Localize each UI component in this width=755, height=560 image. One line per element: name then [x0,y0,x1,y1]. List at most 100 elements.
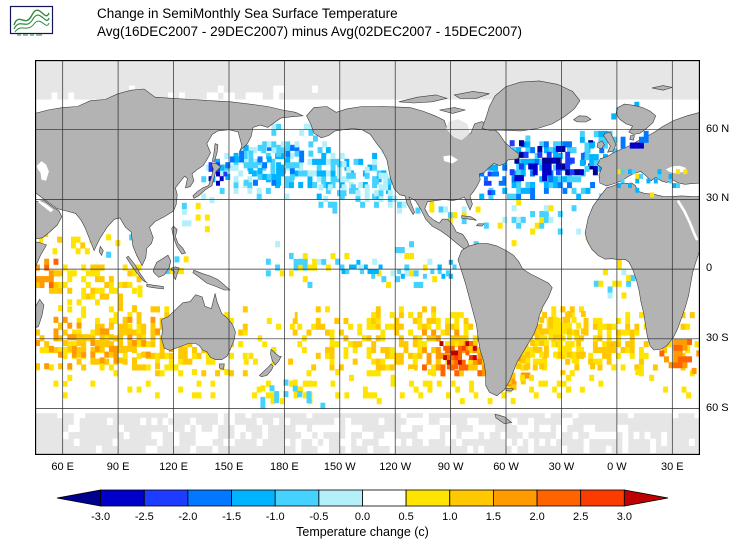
land-cuba [461,215,477,221]
colorbar-tick-label: -0.5 [309,511,328,523]
lon-tick-label: 60 W [493,461,519,473]
sea-red-sea [676,199,699,241]
land-arctic-islands-c [439,107,466,114]
land-scandinavia [615,103,657,135]
map-border [35,60,700,455]
colorbar-tick-label: 1.0 [442,511,457,523]
lat-tick-label: 60 N [706,122,730,135]
lon-tick-label: 150 E [214,461,244,473]
lon-tick-label: 0 W [607,461,627,473]
land-uk [603,132,617,153]
anomaly-patch-bering-sea [262,123,328,154]
land-sakhalin [211,143,219,163]
lon-tick-label: 90 W [437,461,464,473]
anomaly-patch-east-china-sea [181,197,215,233]
colorbar-tick-label: -2.0 [178,511,197,523]
logo-text-mark [17,34,21,36]
colorbar-segment [187,489,232,507]
plot-title-line1: Change in SemiMonthly Sea Surface Temper… [97,6,398,21]
lon-tick-label: 30 W [548,461,575,473]
colorbar-segment [405,489,451,507]
colorbar-segment [143,489,189,507]
colorbar-segment [580,489,625,507]
lon-tick-label: 30 E [660,461,684,473]
land-philippines [171,225,186,255]
lat-tick-label: 30 N [706,192,730,205]
anomaly-patch-pacific-cold-tongue [341,259,457,279]
colorbar-tick-label: 2.0 [529,511,544,523]
graticule [35,60,700,455]
anomaly-patch-gulf-of-guinea [593,257,636,299]
anomaly-patch-us-east-coast-cold [483,171,507,196]
colorbar-tick-label: 1.5 [486,511,501,523]
logo-wave-3 [14,20,50,33]
colorbar-segment [449,489,494,507]
colorbar-tick-label: -3.0 [91,511,110,523]
land-nz-north [270,348,282,366]
colorbar-tick-label: 2.5 [573,511,588,523]
colorbar-segment [318,489,363,507]
logo-text-mark [36,34,42,36]
noaa-psd-logo [9,5,54,36]
colorbar-tick-label: -2.5 [135,511,154,523]
land-arctic-islands-a [398,94,449,104]
land-somalia-horn [35,241,47,271]
anomaly-patch-subantarctic-speckle [53,369,692,405]
anomaly-patch-south-indian-warm [35,316,174,370]
land-antarctic-peninsula [494,413,513,424]
sea-black-sea [665,165,687,174]
land-arctic-islands-b [453,91,490,99]
anomaly-patch-west-indian-warm [35,258,59,294]
anomaly-patch-south-of-nz-cool [260,379,326,409]
land-nz-south [258,363,274,378]
anomaly-patch-north-baltic-sea-cold [620,130,649,149]
logo-text-mark [30,34,34,36]
colorbar-tick-label: 3.0 [617,511,632,523]
colorbar-caption: Temperature change (c) [296,525,429,539]
colorbar-segment [100,489,145,507]
lat-tick-label: 30 S [706,331,729,344]
sea-persian-gulf [37,200,54,213]
colorbar-tick-label: -1.0 [266,511,285,523]
anomaly-patch-north-atlantic-cold-core [509,140,598,182]
colorbar-tick-label: 0.5 [398,511,413,523]
lon-tick-label: 150 W [323,461,356,473]
anomaly-patch-mediterranean [616,169,688,198]
lon-tick-label: 180 E [270,461,299,473]
land-falklands [505,387,514,392]
colorbar-arrow-left [56,489,102,507]
sea-caspian [36,161,49,181]
colorbar-arrow-right [623,489,669,507]
land-hispaniola [475,223,485,227]
land-borneo [152,254,172,278]
logo-text-mark [23,34,28,36]
colorbar-segment [492,489,538,507]
colorbar-tick-label: -1.5 [222,511,241,523]
logo-wave-2 [13,14,50,30]
anomaly-patch-antarctic-speckle [57,410,700,453]
land-madagascar [35,298,45,329]
lat-tick-label: 60 S [706,401,729,414]
colorbar-segment [536,489,582,507]
lat-tick-label: 0 [706,262,713,275]
land-eurasia [35,88,304,267]
lon-tick-label: 120 W [379,461,412,473]
lon-tick-label: 90 E [106,461,130,473]
land-south-america [457,243,553,397]
colorbar-tick-label: 0.0 [355,511,370,523]
anomaly-patch-southeast-pacific-hot-core [439,341,477,370]
colorbar-segment [362,489,407,507]
anomaly-patch-subtropical-atlantic [483,199,591,247]
land-greenland [481,80,581,132]
lon-tick-label: 120 E [159,461,188,473]
land-tasmania [219,363,225,370]
land-sri-lanka [98,245,104,257]
plot-title-line2: Avg(16DEC2007 - 29DEC2007) minus Avg(02D… [97,24,522,39]
land-java [146,283,164,290]
land-japan [192,163,222,199]
land-new-guinea [192,269,231,291]
colorbar-segment [274,489,320,507]
land-ireland [596,140,605,150]
land-iceland [572,115,592,123]
